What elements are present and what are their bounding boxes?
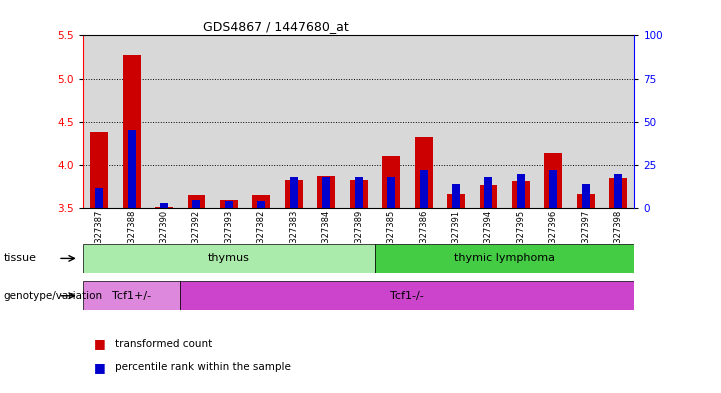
- Bar: [355, 177, 363, 208]
- Bar: [415, 138, 433, 208]
- Bar: [278, 35, 310, 208]
- Bar: [187, 195, 205, 208]
- Bar: [537, 35, 570, 208]
- Bar: [317, 176, 335, 208]
- Bar: [614, 174, 622, 208]
- Text: transformed count: transformed count: [115, 339, 213, 349]
- Text: thymic lymphoma: thymic lymphoma: [454, 253, 555, 263]
- Bar: [505, 35, 537, 208]
- Bar: [193, 200, 200, 208]
- Bar: [180, 35, 213, 208]
- Bar: [180, 281, 634, 310]
- Bar: [252, 195, 270, 208]
- Text: percentile rank within the sample: percentile rank within the sample: [115, 362, 291, 373]
- Bar: [160, 203, 168, 208]
- Bar: [257, 201, 265, 208]
- Text: Tcf1-/-: Tcf1-/-: [391, 291, 424, 301]
- Text: thymus: thymus: [208, 253, 250, 263]
- Bar: [375, 244, 634, 273]
- Bar: [213, 35, 245, 208]
- Bar: [517, 174, 525, 208]
- Bar: [342, 35, 375, 208]
- Bar: [479, 185, 497, 208]
- Bar: [115, 35, 148, 208]
- Bar: [609, 178, 627, 208]
- Bar: [544, 153, 562, 208]
- Bar: [95, 187, 103, 208]
- Bar: [83, 35, 115, 208]
- Bar: [220, 200, 238, 208]
- Bar: [512, 181, 530, 208]
- Bar: [225, 201, 233, 208]
- Bar: [322, 177, 330, 208]
- Bar: [128, 130, 136, 208]
- Bar: [148, 35, 180, 208]
- Bar: [245, 35, 278, 208]
- Bar: [447, 195, 465, 208]
- Text: tissue: tissue: [4, 253, 37, 263]
- Title: GDS4867 / 1447680_at: GDS4867 / 1447680_at: [203, 20, 349, 33]
- Bar: [375, 35, 407, 208]
- Bar: [350, 180, 368, 208]
- Bar: [83, 244, 375, 273]
- Text: ■: ■: [94, 337, 105, 351]
- Bar: [582, 184, 590, 208]
- Bar: [452, 184, 460, 208]
- Bar: [472, 35, 505, 208]
- Bar: [382, 156, 400, 208]
- Text: ■: ■: [94, 361, 105, 374]
- Bar: [310, 35, 342, 208]
- Bar: [577, 194, 595, 208]
- Bar: [549, 170, 557, 208]
- Bar: [123, 55, 141, 208]
- Text: genotype/variation: genotype/variation: [4, 291, 102, 301]
- Bar: [420, 170, 428, 208]
- Bar: [570, 35, 602, 208]
- Bar: [387, 177, 395, 208]
- Bar: [485, 177, 492, 208]
- Bar: [83, 281, 180, 310]
- Bar: [440, 35, 472, 208]
- Bar: [90, 132, 108, 208]
- Bar: [407, 35, 440, 208]
- Bar: [602, 35, 634, 208]
- Bar: [285, 180, 303, 208]
- Bar: [290, 177, 298, 208]
- Text: Tcf1+/-: Tcf1+/-: [112, 291, 151, 301]
